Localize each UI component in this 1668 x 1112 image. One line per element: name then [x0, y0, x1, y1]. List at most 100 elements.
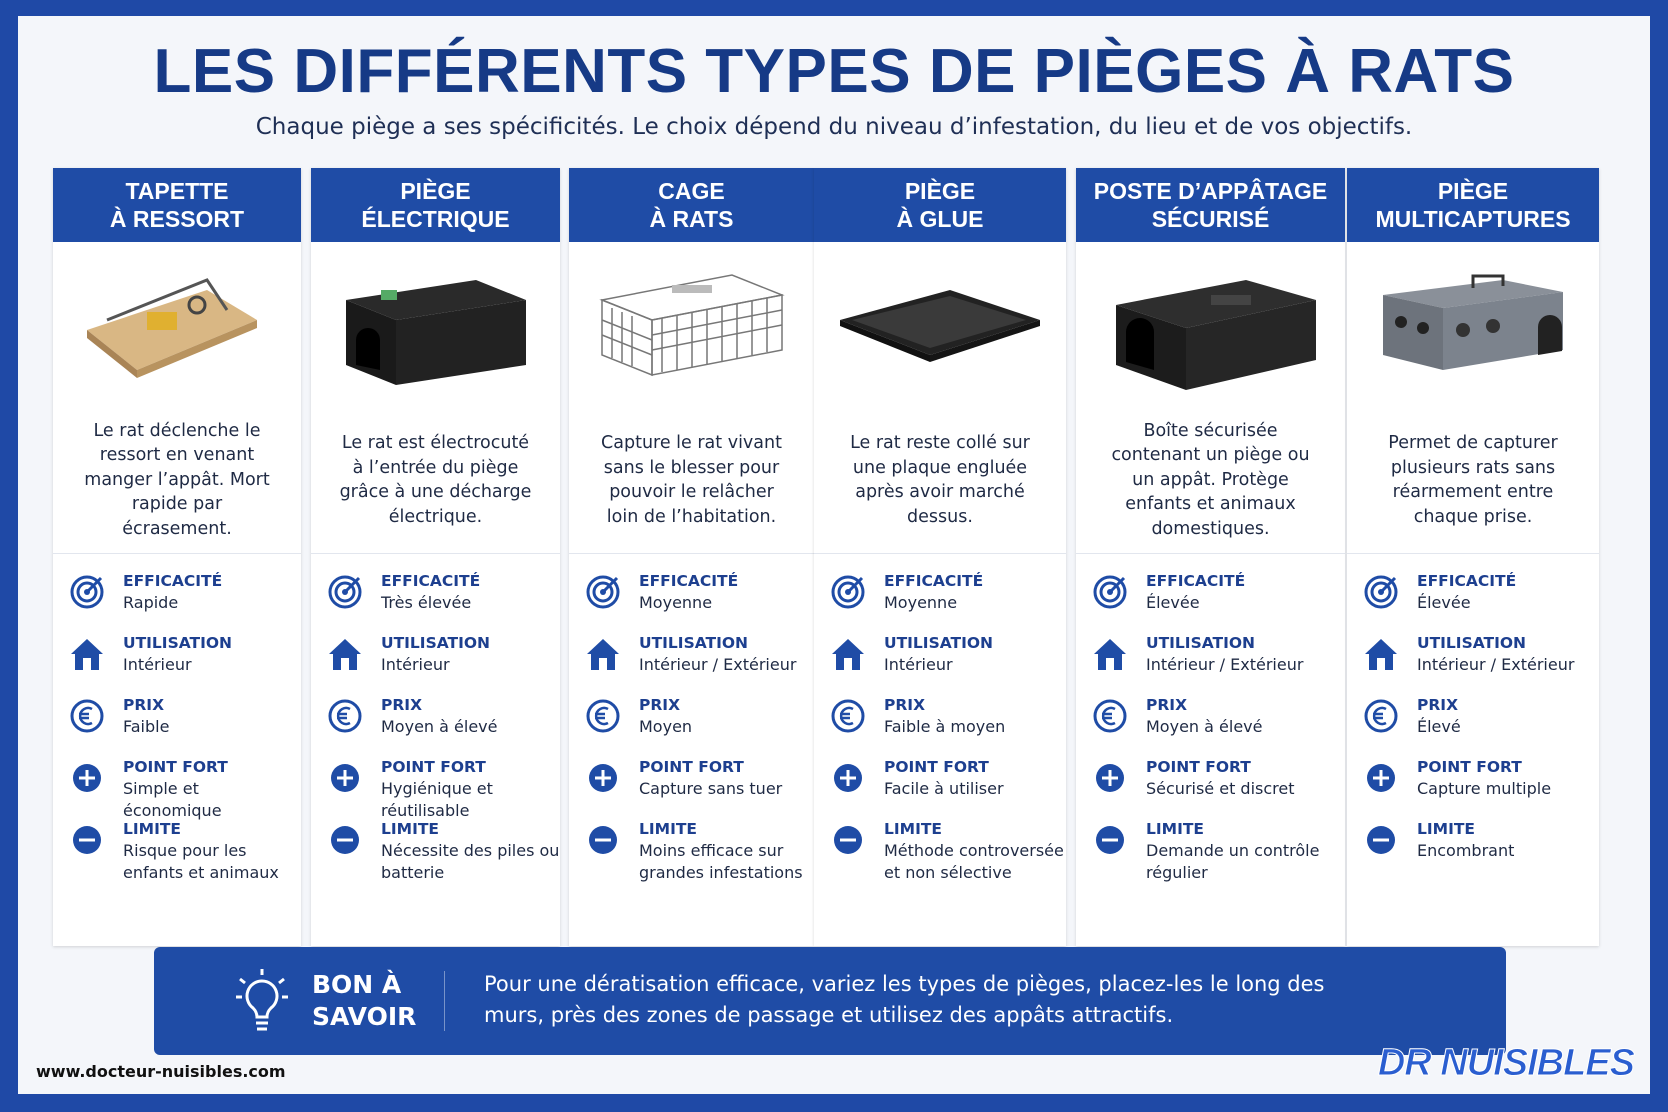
attribute-text: LIMITE Encombrant [1417, 818, 1514, 880]
attribute-label: LIMITE [1417, 820, 1475, 838]
attribute-icon [831, 699, 865, 733]
card: PIÈGE ÉLECTRIQUE Le rat est électrocuté à … [311, 168, 560, 946]
attribute-value: Simple et économique [123, 779, 222, 820]
attribute-value: Méthode controversée et non sélective [884, 841, 1064, 882]
attribute-icon [586, 699, 620, 733]
attribute-text: PRIX Faible [123, 694, 169, 756]
attribute-text: POINT FORT Simple et économique [123, 756, 301, 820]
attribute: PRIX Élevé [1347, 694, 1599, 756]
attributes: EFFICACITÉ Rapide UTILISATION Intérieur PRIX… [53, 554, 301, 882]
attribute: LIMITE Encombrant [1347, 818, 1599, 880]
attribute: POINT FORT Capture sans tuer [569, 756, 814, 818]
attribute: PRIX Moyen [569, 694, 814, 756]
attribute-value: Faible à moyen [884, 717, 1006, 736]
attribute: PRIX Moyen à élevé [1076, 694, 1345, 756]
card-title-line: CAGE [658, 178, 725, 204]
card-title-line: POSTE D’APPÂTAGE [1093, 178, 1328, 204]
attribute-icon [73, 826, 101, 854]
attribute-label: PRIX [123, 696, 165, 714]
attribute-value: Rapide [123, 593, 179, 612]
attribute-label: UTILISATION [1146, 634, 1256, 652]
attribute-value: Capture sans tuer [639, 779, 783, 798]
attribute-icon [589, 826, 617, 854]
attribute: PRIX Faible [53, 694, 301, 756]
attribute-text: EFFICACITÉ Élevée [1417, 570, 1516, 632]
attribute: POINT FORT Sécurisé et discret [1076, 756, 1345, 818]
attribute: EFFICACITÉ Rapide [53, 570, 301, 632]
card: POSTE D’APPÂTAGE SÉCURISÉ Boîte sécurisée … [1076, 168, 1345, 946]
card-title-line: PIÈGE [400, 178, 471, 204]
card-title-line: PIÈGE [1437, 178, 1509, 204]
attribute-text: POINT FORT Capture sans tuer [639, 756, 782, 818]
attribute-label: PRIX [1417, 696, 1459, 714]
attribute-value: Intérieur / Extérieur [639, 655, 797, 674]
attribute-text: LIMITE Demande un contrôle régulier [1146, 818, 1345, 882]
attribute: POINT FORT Capture multiple [1347, 756, 1599, 818]
card: TAPETTE À RESSORT Le rat déclenche le ress… [53, 168, 301, 946]
card: CAGE À RATS Capture le rat vivant sans le … [569, 168, 814, 946]
attribute: PRIX Moyen à élevé [311, 694, 560, 756]
attribute-value: Intérieur / Extérieur [1146, 655, 1304, 674]
attribute-label: POINT FORT [1417, 758, 1522, 776]
attributes: EFFICACITÉ Moyenne UTILISATION Intérieur PRI… [814, 554, 1066, 882]
attribute-icon [1364, 575, 1398, 609]
card-image [1347, 242, 1599, 407]
attribute-icon [328, 699, 362, 733]
attribute-label: LIMITE [639, 820, 697, 838]
attribute-icon [834, 826, 862, 854]
tip-label-line: SAVOIR [312, 1002, 417, 1031]
attribute-label: PRIX [381, 696, 423, 714]
attribute-text: LIMITE Moins efficace sur grandes infesta… [639, 818, 814, 882]
attribute-label: UTILISATION [381, 634, 491, 652]
card-description: Le rat est électrocuté à l’entrée du piè… [311, 407, 560, 554]
attribute-label: PRIX [1146, 696, 1188, 714]
attribute-text: LIMITE Nécessite des piles ou batterie [381, 818, 560, 882]
attribute-text: PRIX Moyen à élevé [381, 694, 497, 756]
logo: DR NUISIBLES [1377, 1042, 1635, 1085]
attribute-icon [1093, 575, 1127, 609]
attribute-label: LIMITE [381, 820, 439, 838]
attribute-label: EFFICACITÉ [884, 572, 984, 590]
attribute-value: Demande un contrôle régulier [1146, 841, 1320, 882]
attribute-value: Élevée [1146, 593, 1200, 612]
attribute-text: PRIX Moyen à élevé [1146, 694, 1262, 756]
attribute: POINT FORT Hygiénique et réutilisable [311, 756, 560, 820]
trap-illustration [345, 279, 526, 385]
card-title-line: À RESSORT [109, 206, 245, 232]
attribute: UTILISATION Intérieur [311, 632, 560, 694]
attribute: LIMITE Méthode controversée et non sélect… [814, 818, 1066, 882]
attribute: UTILISATION Intérieur [814, 632, 1066, 694]
attribute-icon [1367, 826, 1395, 854]
attribute-icon [587, 639, 619, 670]
attribute-value: Élevé [1417, 717, 1461, 736]
attribute-value: Sécurisé et discret [1146, 779, 1295, 798]
card-header: CAGE À RATS [569, 168, 814, 242]
attribute-value: Nécessite des piles ou batterie [381, 841, 560, 882]
trap-illustration [1115, 279, 1316, 390]
attribute-icon [589, 764, 617, 792]
attribute-text: UTILISATION Intérieur [381, 632, 490, 694]
attribute: PRIX Faible à moyen [814, 694, 1066, 756]
attribute-value: Faible [123, 717, 170, 736]
attribute-label: EFFICACITÉ [123, 572, 223, 590]
attribute-label: POINT FORT [1146, 758, 1251, 776]
attribute: EFFICACITÉ Moyenne [569, 570, 814, 632]
attribute-text: EFFICACITÉ Moyenne [884, 570, 983, 632]
attribute-label: PRIX [884, 696, 926, 714]
attribute-text: EFFICACITÉ Rapide [123, 570, 222, 632]
attribute-label: UTILISATION [884, 634, 994, 652]
attribute-label: POINT FORT [639, 758, 744, 776]
website-url: www.docteur-nuisibles.com [36, 1062, 286, 1081]
attribute-text: PRIX Moyen [639, 694, 692, 756]
card-description: Capture le rat vivant sans le blesser po… [569, 407, 814, 554]
attribute-icon [831, 575, 865, 609]
attribute: LIMITE Nécessite des piles ou batterie [311, 818, 560, 882]
attribute-label: POINT FORT [381, 758, 486, 776]
attribute-icon [834, 764, 862, 792]
trap-illustration [840, 289, 1040, 362]
card-title-line: TAPETTE [125, 178, 229, 204]
card-header: PIÈGE À GLUE [814, 168, 1066, 242]
attribute-icon [71, 639, 103, 670]
trap-illustration [87, 277, 257, 378]
